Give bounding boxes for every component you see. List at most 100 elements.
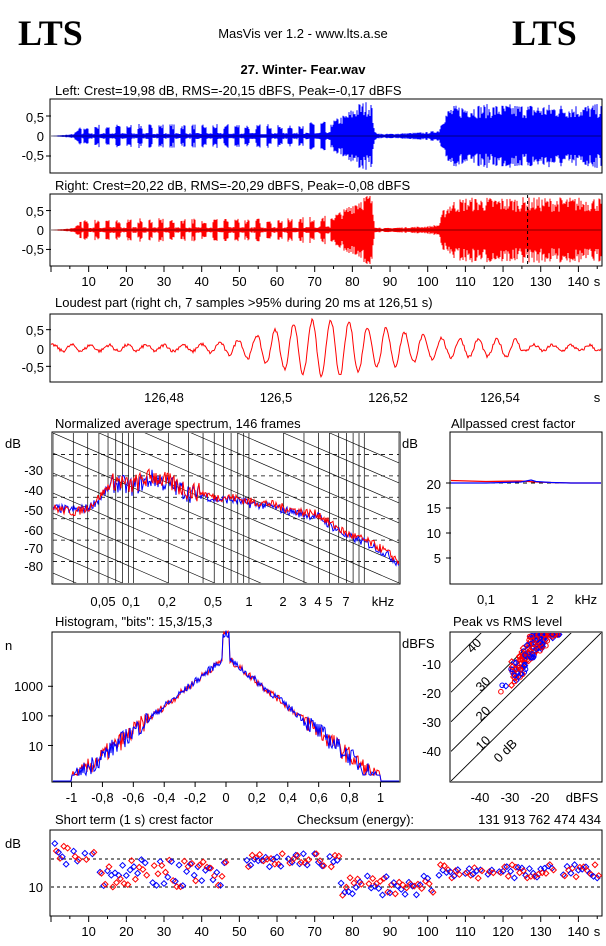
left-ytick: 0,5 bbox=[26, 110, 44, 125]
stc-point bbox=[195, 861, 203, 869]
spectrum-ylabel: dB bbox=[5, 436, 21, 451]
loudest-title: Loudest part (right ch, 7 samples >95% d… bbox=[55, 295, 433, 310]
stc-point bbox=[158, 861, 166, 870]
pvr-point bbox=[530, 654, 536, 661]
spectrum-xtick: 0,5 bbox=[204, 594, 222, 609]
stc-point bbox=[497, 869, 505, 877]
stc-point bbox=[587, 870, 595, 879]
stc-point bbox=[165, 856, 173, 864]
stc-point bbox=[190, 871, 198, 879]
stc-point bbox=[112, 879, 121, 887]
left-frame bbox=[49, 98, 603, 174]
pvr-point bbox=[536, 640, 544, 648]
stc-point bbox=[504, 872, 512, 880]
stc-xtick: 60 bbox=[270, 924, 284, 939]
stc-point bbox=[583, 867, 591, 875]
allpassed-xaxis: 0,1 1 2 kHz bbox=[477, 592, 597, 607]
time-xtick: 100 bbox=[417, 274, 439, 289]
stc-point bbox=[243, 856, 251, 864]
stc-point bbox=[192, 877, 200, 885]
stc-point bbox=[525, 865, 533, 873]
stc-point bbox=[312, 850, 320, 858]
right-title: Right: Crest=20,22 dB, RMS=-20,29 dBFS, … bbox=[55, 178, 410, 193]
stc-point bbox=[542, 869, 550, 877]
spectrum-xtick: 0,1 bbox=[122, 594, 140, 609]
stc-point bbox=[503, 863, 511, 871]
stc-point bbox=[135, 863, 143, 871]
spectrum-slope bbox=[236, 433, 399, 504]
stc-point bbox=[160, 879, 168, 888]
time-xtick: 30 bbox=[157, 274, 171, 289]
pvr-point bbox=[512, 665, 520, 673]
stc-point bbox=[342, 883, 350, 891]
stc-point bbox=[412, 891, 420, 899]
stc-point bbox=[75, 855, 83, 864]
spectrum-left-line bbox=[53, 469, 399, 567]
allpassed-left-line bbox=[451, 479, 601, 484]
allpassed-title: Allpassed crest factor bbox=[451, 416, 576, 431]
stc-point bbox=[167, 857, 176, 866]
stc-frame bbox=[49, 829, 603, 917]
histogram-xtick: 0,6 bbox=[310, 790, 328, 805]
stc-point bbox=[271, 860, 279, 868]
loudest-waveform bbox=[46, 317, 602, 379]
stc-point bbox=[375, 884, 383, 893]
stc-point bbox=[81, 849, 89, 857]
stc-point bbox=[301, 859, 309, 867]
stc-point bbox=[424, 874, 432, 882]
histogram-ytick: 10 bbox=[29, 739, 43, 754]
stc-point bbox=[139, 865, 147, 874]
time-xtick: 10 bbox=[81, 274, 95, 289]
stc-point bbox=[390, 879, 398, 887]
stc-point bbox=[131, 875, 139, 883]
pvr-point bbox=[519, 651, 527, 659]
stc-point bbox=[265, 863, 274, 871]
stc-point bbox=[522, 871, 530, 879]
logo-left: LTS bbox=[18, 13, 83, 53]
stc-point bbox=[403, 884, 411, 892]
histogram-xtick: 0,4 bbox=[279, 790, 297, 805]
spectrum-xtick: 2 bbox=[279, 594, 286, 609]
loudest-yaxis: 0,5 0 -0,5 bbox=[22, 323, 44, 375]
right-yaxis: 0,5 0 -0,5 bbox=[22, 204, 44, 257]
pvr-point bbox=[542, 635, 550, 643]
pvr-point bbox=[512, 672, 518, 679]
spectrum-slope bbox=[53, 552, 123, 583]
loudest-xtick: 126,48 bbox=[144, 390, 184, 405]
pvr-point bbox=[548, 633, 556, 639]
stc-point bbox=[435, 871, 443, 879]
loudest-frame bbox=[49, 313, 603, 383]
spectrum-slope bbox=[53, 492, 262, 583]
stc-point bbox=[429, 888, 437, 896]
time-xtick: 60 bbox=[270, 274, 284, 289]
spectrum-slope bbox=[53, 452, 354, 583]
histogram-xtick: -1 bbox=[66, 790, 78, 805]
stc-point bbox=[222, 858, 230, 866]
stc-point bbox=[363, 872, 371, 880]
spectrum-ytick: -40 bbox=[24, 483, 43, 498]
stc-point bbox=[409, 882, 417, 890]
pvr-point bbox=[523, 641, 531, 649]
stc-point bbox=[348, 890, 356, 898]
stc-point bbox=[186, 860, 194, 868]
stc-point bbox=[561, 872, 569, 880]
pvr-ytick: -30 bbox=[422, 715, 441, 730]
stc-point bbox=[180, 857, 188, 865]
histogram-yaxis: 1000 100 10 bbox=[14, 679, 43, 754]
stc-point bbox=[143, 871, 151, 879]
stc-point bbox=[60, 842, 68, 850]
stc-point bbox=[105, 863, 113, 871]
stc-point bbox=[173, 883, 181, 891]
left-title: Left: Crest=19,98 dB, RMS=-20,15 dBFS, P… bbox=[55, 83, 402, 98]
stc-point bbox=[218, 872, 226, 880]
crest-label: 10 bbox=[473, 733, 494, 754]
stc-point bbox=[391, 890, 399, 898]
stc-xtick: 70 bbox=[307, 924, 321, 939]
pvr-point bbox=[498, 688, 504, 695]
stc-point bbox=[387, 881, 396, 889]
stc-xtick: 120 bbox=[492, 924, 514, 939]
stc-point bbox=[71, 852, 79, 861]
stc-point bbox=[478, 867, 486, 875]
stc-point bbox=[593, 874, 601, 882]
stc-point bbox=[401, 890, 409, 898]
